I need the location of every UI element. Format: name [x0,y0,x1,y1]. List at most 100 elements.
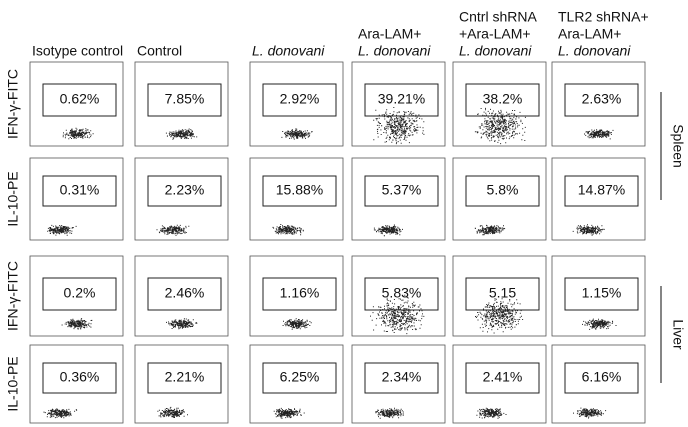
event-dots [584,129,614,140]
column-header: Control [137,43,182,59]
gate [364,175,439,207]
gate [262,175,337,207]
gate-percentage: 2.23% [165,182,205,198]
plot-panel [249,61,344,147]
event-dots [47,224,77,236]
plot-panel [134,157,229,241]
event-dots [476,407,507,419]
gate-percentage: 0.36% [60,369,100,385]
plot-panel [29,255,124,337]
event-dots [62,127,94,140]
group-label: Spleen [670,124,686,168]
plot-panel [551,61,646,147]
gate-percentage: 38.2% [483,91,523,107]
gate-percentage: 2.34% [382,369,422,385]
gate-percentage: 2.63% [582,91,622,107]
gate-percentage: 6.25% [280,369,320,385]
gate [564,175,639,207]
event-dots [375,407,404,419]
column-header: TLR2 shRNA+ [558,9,649,25]
event-dots [572,224,605,236]
column-header: Ara-LAM+ [358,26,421,42]
column-header: Cntrl shRNA [459,9,537,25]
gate [147,362,222,394]
row-label: IL-10-PE [5,171,21,226]
gate [147,83,222,117]
column-header: Isotype control [32,43,123,59]
gate-percentage: 5.37% [382,182,422,198]
plot-panel [249,157,344,241]
gate-percentage: 0.62% [60,91,100,107]
plot-panel [351,344,446,424]
event-dots [156,224,190,236]
plot-panel [452,157,547,241]
event-dots [43,408,78,419]
plot-panel [134,344,229,424]
gate-percentage: 15.88% [276,182,323,198]
event-dots [475,298,524,334]
gate-percentage: 2.46% [165,285,205,301]
event-dots [166,318,198,330]
row-label: IFN-γ-FITC [5,261,21,331]
event-dots [373,107,425,145]
plot-panel [452,255,547,337]
gate [262,362,337,394]
gate-percentage: 6.16% [582,369,622,385]
plot-panel [452,344,547,424]
plot-panel [249,255,344,337]
gate-percentage: 2.21% [165,369,205,385]
gate [147,277,222,311]
row-label: IFN-γ-FITC [5,69,21,139]
gate [42,277,117,311]
gate-percentage: 5.8% [487,182,519,198]
plot-panel [29,344,124,424]
plot-panel [551,344,646,424]
gate [262,277,337,311]
column-header: L. donovani [558,43,631,59]
event-dots [61,318,93,330]
group-label: Liver [670,319,686,350]
gate [564,362,639,394]
plot-panel [249,344,344,424]
gate-percentage: 1.16% [280,285,320,301]
event-dots [573,407,607,419]
event-dots [370,294,425,335]
gate [465,175,540,207]
plot-panel [551,255,646,337]
gate-percentage: 5.15 [489,285,516,301]
gate [147,175,222,207]
plot-panel [452,61,547,147]
plot-panel [134,61,229,147]
plot-panel [29,157,124,241]
event-dots [582,318,617,330]
gate-percentage: 0.31% [60,182,100,198]
event-dots [282,318,312,330]
row-label: IL-10-PE [5,356,21,411]
gate-percentage: 2.92% [280,91,320,107]
column-header: Ara-LAM+ [558,26,621,42]
gate-percentage: 14.87% [578,182,625,198]
event-dots [474,107,526,145]
event-dots [281,128,313,140]
plot-panel [351,157,446,241]
gate-percentage: 2.41% [483,369,523,385]
gate [465,362,540,394]
gate [564,83,639,117]
event-dots [272,224,304,236]
plot-panel [134,255,229,337]
gate [564,277,639,311]
gate [42,362,117,394]
plot-panel [351,255,446,337]
plot-panel [351,61,446,147]
event-dots [157,406,188,418]
event-dots [165,128,198,140]
gate-percentage: 1.15% [582,285,622,301]
gate [42,175,117,207]
column-header: +Ara-LAM+ [459,26,531,42]
event-dots [474,224,506,236]
gate-percentage: 5.83% [382,285,422,301]
column-header: L. donovani [459,43,532,59]
column-header: L. donovani [252,43,325,59]
event-dots [373,224,403,237]
